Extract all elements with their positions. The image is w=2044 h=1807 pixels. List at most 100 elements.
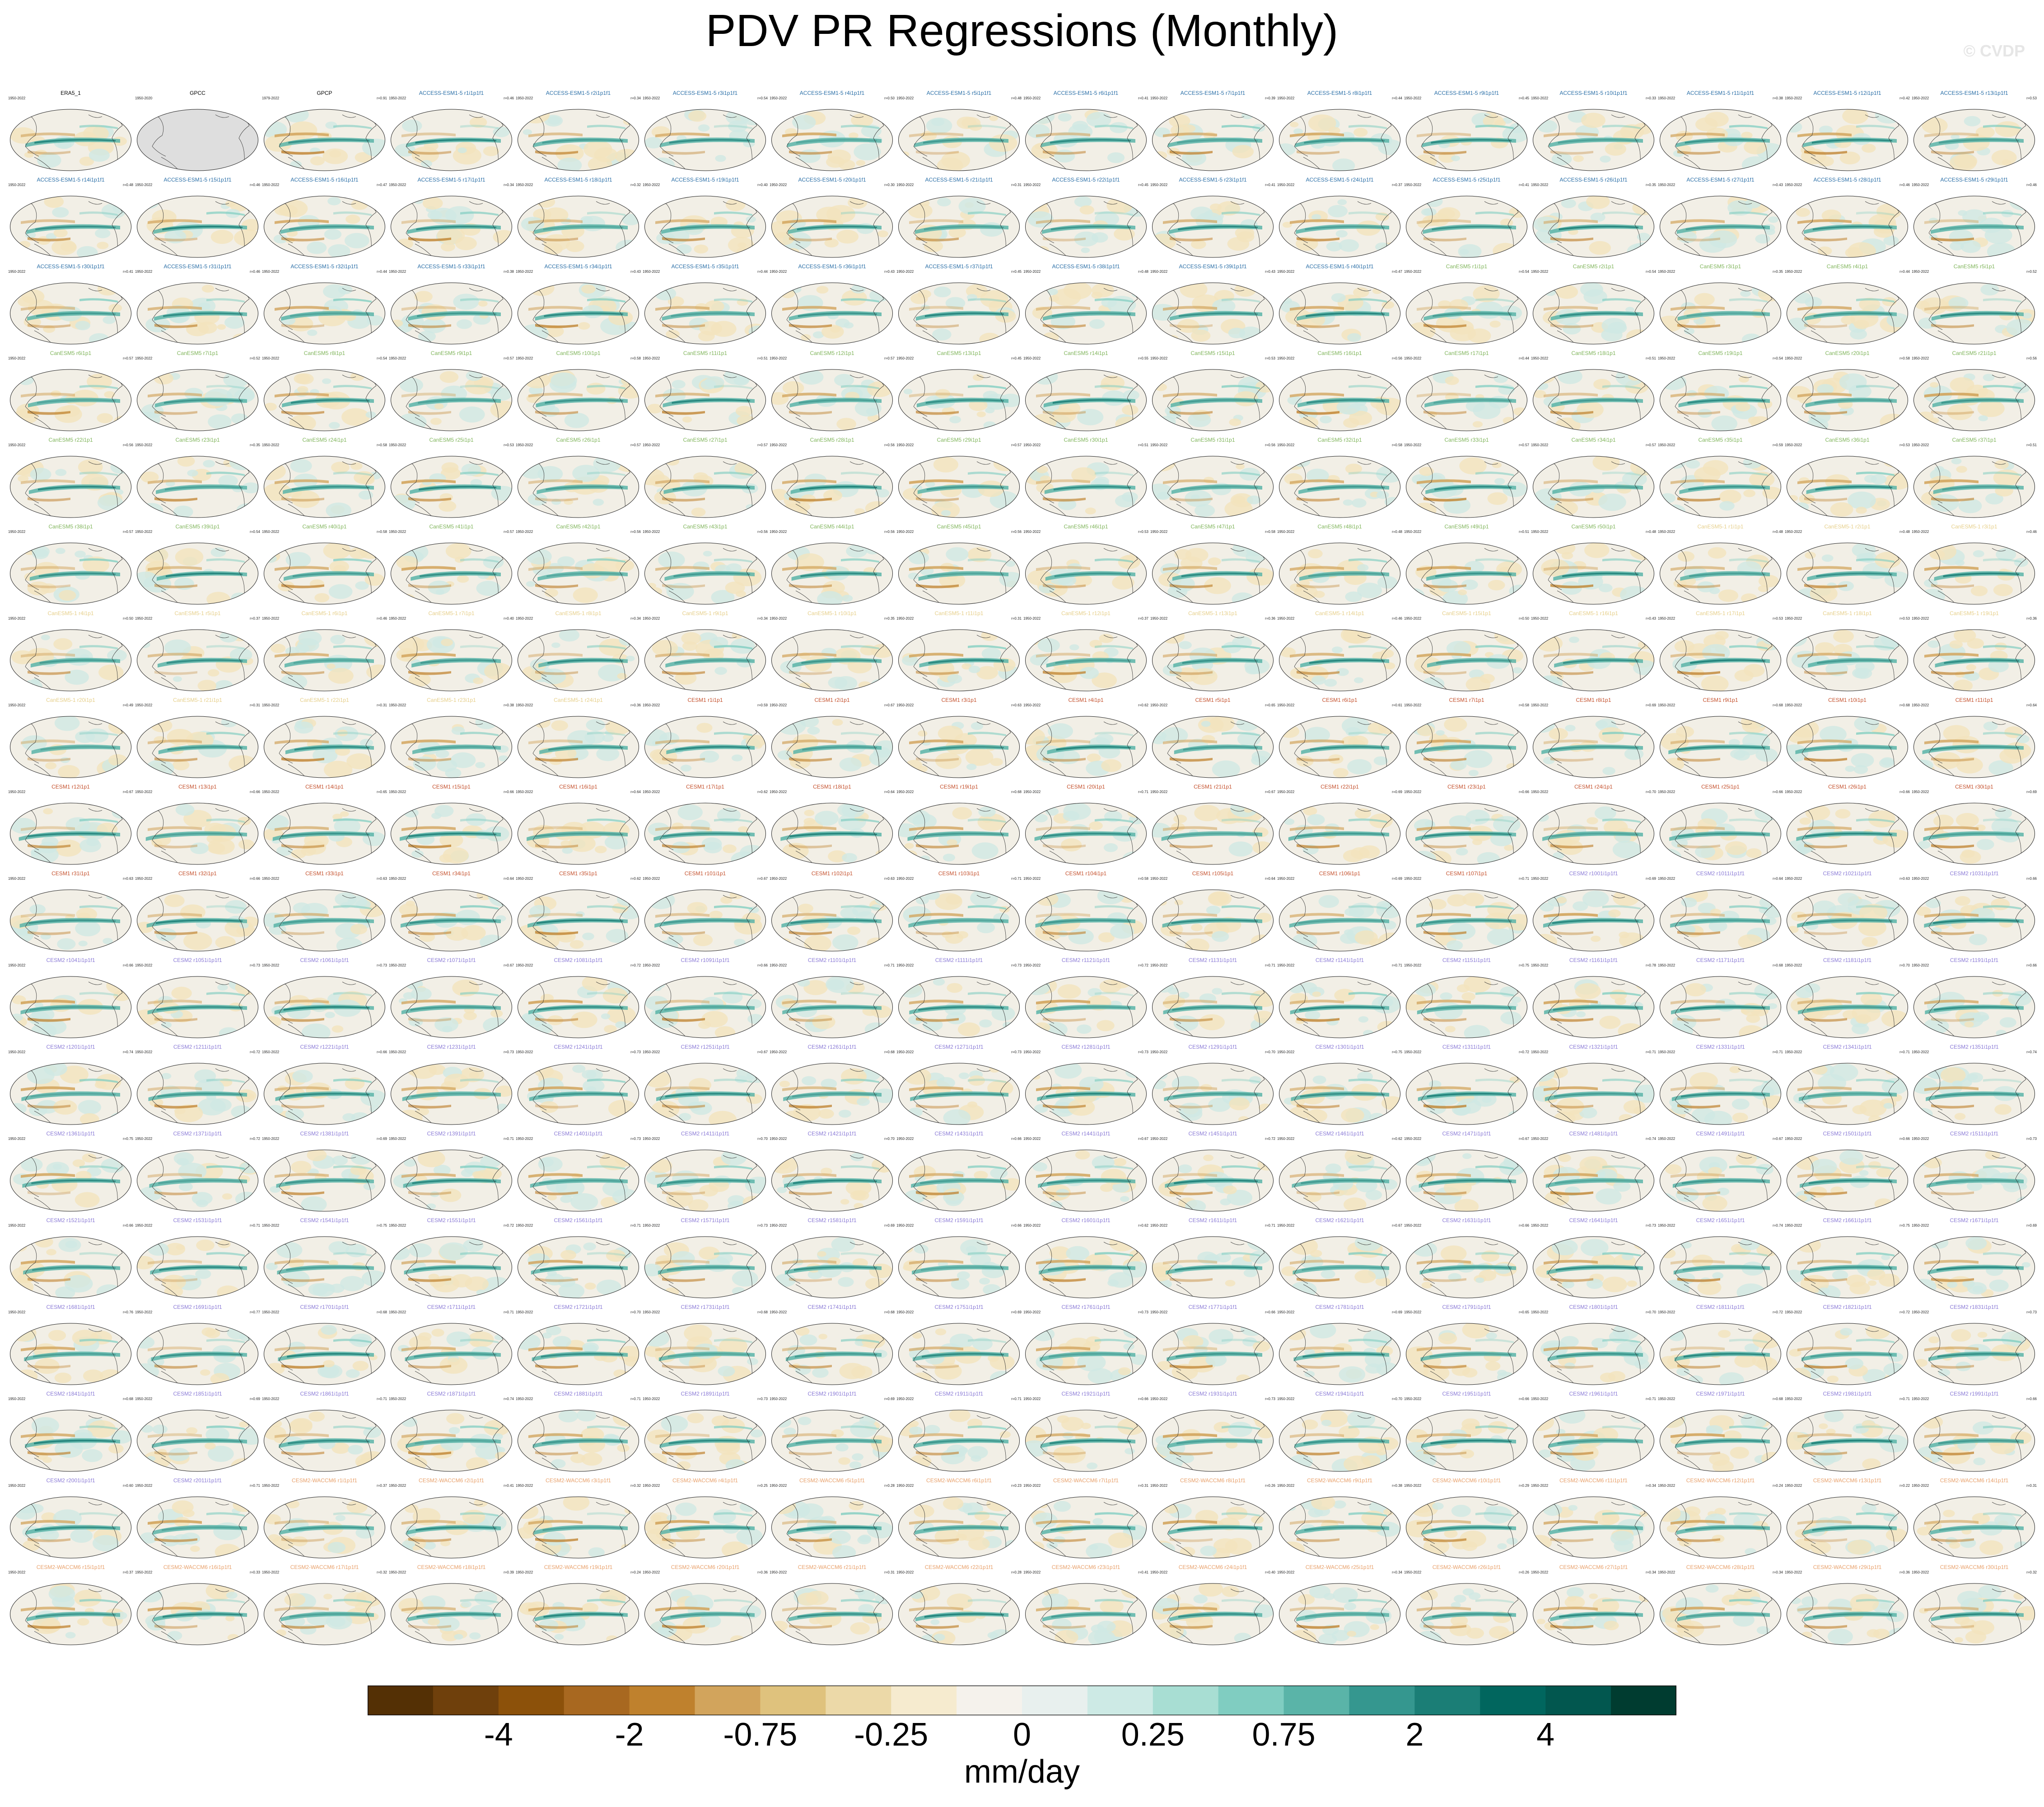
map-panel: CESM1 r15i1p1 1950-2022 r=0.66 (388, 783, 515, 870)
panel-pattern-correlation: r=0.71 (1646, 1050, 1656, 1054)
map-panel: CESM2 r1191i1p1f1 1950-2022 r=0.66 (1911, 957, 2038, 1043)
map-projection (1279, 1410, 1400, 1472)
panel-pattern-correlation: r=0.37 (123, 1570, 133, 1574)
panel-years: 1950-2022 (1658, 703, 1675, 707)
panel-years: 1950-2022 (770, 963, 787, 967)
panel-years: 1950-2022 (1531, 1484, 1549, 1488)
panel-years: 1950-2022 (1658, 1310, 1675, 1314)
panel-pattern-correlation: r=0.30 (884, 183, 895, 187)
panel-title: CanESM5-1 r5i1p1 (174, 610, 221, 616)
panel-pattern-correlation: r=0.37 (1392, 183, 1402, 187)
panel-pattern-correlation: r=0.73 (1011, 963, 1022, 967)
panel-title: CESM2 r1901i1p1f1 (807, 1391, 857, 1397)
panel-title: CanESM5 r16i1p1 (1317, 350, 1362, 356)
map-projection (518, 1063, 639, 1125)
map-projection (1533, 1496, 1654, 1559)
panel-title: CESM1 r102i1p1 (811, 870, 853, 877)
panel-years: 1950-2022 (1531, 530, 1549, 534)
panel-years: 1950-2022 (1277, 96, 1295, 100)
panel-pattern-correlation: r=0.62 (1138, 703, 1148, 707)
panel-pattern-correlation: r=0.26 (1265, 1484, 1275, 1488)
panel-years: 1950-2022 (770, 356, 787, 360)
panel-title: CESM2-WACCM6 r6i1p1f1 (926, 1477, 992, 1484)
map-projection (1152, 716, 1274, 778)
map-panel: CESM2 r1991i1p1f1 1950-2022 r=0.66 (1911, 1390, 2038, 1477)
panel-pattern-correlation: r=0.51 (1519, 530, 1529, 534)
map-projection (137, 109, 258, 171)
map-panel: ACCESS-ESM1-5 r22i1p1f1 1950-2022 r=0.45 (1022, 176, 1149, 263)
panel-years: 1950-2022 (1658, 1137, 1675, 1141)
panel-pattern-correlation: r=0.46 (1392, 616, 1402, 621)
panel-pattern-correlation: r=0.67 (1138, 1137, 1148, 1141)
map-panel: GPCP 1979-2022 r=0.91 (261, 89, 388, 176)
panel-pattern-correlation: r=0.66 (1773, 790, 1783, 794)
panel-years: 1950-2022 (896, 443, 914, 447)
map-panel: CESM1 r23i1p1 1950-2022 r=0.66 (1403, 783, 1530, 870)
map-projection (1533, 282, 1654, 345)
panel-title: CanESM5 r11i1p1 (683, 350, 728, 356)
panel-pattern-correlation: r=0.68 (377, 1310, 387, 1314)
map-panel: CESM2 r1491i1p1f1 1950-2022 r=0.67 (1657, 1130, 1784, 1217)
panel-pattern-correlation: r=0.69 (1011, 1310, 1022, 1314)
panel-years: 1950-2022 (516, 1570, 533, 1574)
panel-title: CESM2-WACCM6 r20i1p1f1 (671, 1564, 740, 1570)
panel-years: 1950-2022 (1023, 616, 1041, 621)
panel-pattern-correlation: r=0.33 (1646, 96, 1656, 100)
map-panel: CESM2 r1731i1p1f1 1950-2022 r=0.68 (642, 1303, 769, 1390)
panel-pattern-correlation: r=0.34 (1392, 1570, 1402, 1574)
panel-pattern-correlation: r=0.72 (1519, 1050, 1529, 1054)
panel-pattern-correlation: r=0.66 (1519, 790, 1529, 794)
panel-title: CESM1 r1i1p1 (687, 697, 723, 703)
panel-title: CESM2 r1991i1p1f1 (1950, 1391, 1999, 1397)
panel-years: 1950-2022 (1404, 877, 1422, 881)
map-projection (1660, 976, 1781, 1038)
panel-years: 1950-2022 (896, 530, 914, 534)
panel-pattern-correlation: r=0.68 (1899, 703, 1910, 707)
panel-years: 1950-2022 (643, 270, 660, 274)
panel-title: CanESM5 r44i1p1 (810, 523, 854, 530)
panel-pattern-correlation: r=0.31 (1011, 183, 1022, 187)
panel-pattern-correlation: r=0.57 (1519, 443, 1529, 447)
map-panel: CESM2 r1281i1p1f1 1950-2022 r=0.73 (1022, 1043, 1149, 1130)
panel-pattern-correlation: r=0.72 (504, 1223, 514, 1228)
map-projection (1533, 629, 1654, 691)
map-panel: CESM2-WACCM6 r6i1p1f1 1950-2022 r=0.23 (896, 1477, 1022, 1564)
panel-title: CESM2 r1081i1p1f1 (554, 957, 603, 963)
map-panel: CESM2 r1881i1p1f1 1950-2022 r=0.71 (515, 1390, 642, 1477)
map-projection (1025, 542, 1147, 605)
map-panel: CanESM5 r29i1p1 1950-2022 r=0.57 (896, 436, 1022, 523)
panel-years: 1950-2022 (1404, 1310, 1422, 1314)
panel-pattern-correlation: r=0.76 (123, 1310, 133, 1314)
panel-years: 1950-2022 (1404, 270, 1422, 274)
panel-years: 1950-2022 (389, 1223, 406, 1228)
panel-title: CESM2 r1731i1p1f1 (681, 1304, 730, 1310)
panel-pattern-correlation: r=0.56 (1265, 443, 1275, 447)
panel-title: CESM2-WACCM6 r5i1p1f1 (799, 1477, 865, 1484)
panel-title: CanESM5 r31i1p1 (1190, 437, 1235, 443)
map-projection (771, 1063, 893, 1125)
map-panel: CESM2 r1921i1p1f1 1950-2022 r=0.66 (1022, 1390, 1149, 1477)
panel-title: CESM2 r1061i1p1f1 (300, 957, 349, 963)
panel-years: 1950-2022 (1912, 1310, 1929, 1314)
panel-pattern-correlation: r=0.50 (884, 96, 895, 100)
map-projection (1279, 976, 1400, 1038)
panel-years: 1950-2022 (8, 877, 26, 881)
panel-title: CanESM5 r9i1p1 (430, 350, 472, 356)
panel-pattern-correlation: r=0.75 (1392, 1050, 1402, 1054)
panel-years: 1950-2022 (135, 877, 153, 881)
panel-years: 1950-2022 (1277, 1310, 1295, 1314)
panel-title: CESM2 r1761i1p1f1 (1061, 1304, 1111, 1310)
colorbar-swatch (498, 1686, 565, 1715)
panel-years: 1950-2022 (1023, 1484, 1041, 1488)
panel-title: ACCESS-ESM1-5 r34i1p1f1 (544, 263, 612, 270)
map-panel: CanESM5 r42i1p1 1950-2022 r=0.56 (515, 523, 642, 610)
map-panel: CESM1 r26i1p1 1950-2022 r=0.66 (1784, 783, 1911, 870)
map-projection (1152, 1323, 1274, 1385)
panel-years: 1950-2022 (516, 1223, 533, 1228)
map-projection (264, 1236, 385, 1298)
map-projection (644, 1323, 766, 1385)
panel-years: 1950-2022 (1912, 1397, 1929, 1401)
map-projection (1660, 369, 1781, 431)
map-projection (1406, 282, 1527, 345)
panel-years: 1950-2022 (643, 1570, 660, 1574)
